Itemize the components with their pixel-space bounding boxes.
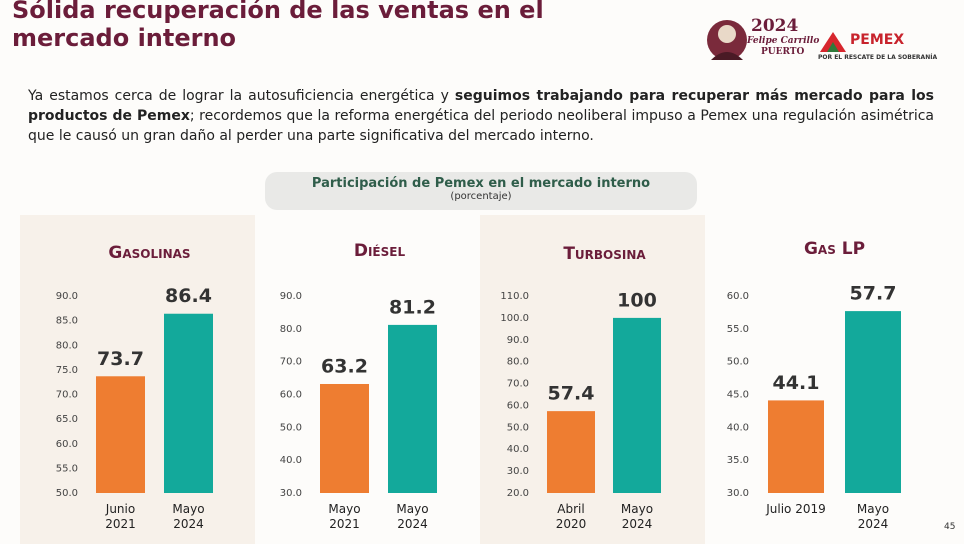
logo-year: 2024 [751, 16, 799, 36]
bar [96, 376, 145, 493]
y-tick-label: 50.0 [727, 357, 749, 368]
chart-title: Gas LP [804, 239, 865, 259]
charts-header-subtitle: (porcentaje) [450, 191, 512, 202]
y-tick-label: 30.0 [507, 466, 529, 477]
value-label: 100 [617, 289, 657, 311]
intro-paragraph: Ya estamos cerca de lograr la autosufici… [28, 86, 934, 146]
value-label: 73.7 [97, 348, 144, 370]
y-tick-label: 30.0 [280, 488, 302, 499]
y-tick-label: 50.0 [280, 422, 302, 433]
y-tick-label: 80.0 [280, 324, 302, 335]
y-tick-label: 50.0 [56, 488, 78, 499]
logo-2024: 2024 Felipe Carrillo PUERTO [705, 14, 819, 68]
y-tick-label: 40.0 [507, 444, 529, 455]
pemex-icon [820, 32, 846, 52]
chart-title: Gasolinas [108, 243, 190, 263]
y-tick-label: 55.0 [727, 324, 749, 335]
logo-surname: PUERTO [761, 47, 805, 57]
y-tick-label: 70.0 [280, 357, 302, 368]
slide-title: Sólida recuperación de las ventas en el … [12, 0, 544, 52]
y-tick-label: 90.0 [280, 291, 302, 302]
x-tick-label: Mayo 2024 [856, 502, 890, 531]
x-tick-label: Mayo 2021 [328, 502, 361, 531]
bold-text: seguimos trabajando para recuperar más m… [28, 88, 934, 124]
logo-name: Felipe Carrillo [747, 36, 820, 46]
text: Ya estamos cerca de lograr la autosufici… [28, 88, 455, 104]
x-tick-label: Mayo 2024 [620, 502, 654, 531]
chart-title: Diésel [354, 241, 406, 261]
x-tick-label: Junio 2021 [105, 502, 136, 531]
y-tick-label: 80.0 [56, 340, 78, 351]
y-tick-label: 45.0 [727, 390, 749, 401]
logo-pemex: PEMEX POR EL RESCATE DE LA SOBERANÍA [818, 26, 938, 66]
charts-header-title: Participación de Pemex en el mercado int… [311, 176, 651, 191]
text: ; recordemos que la reforma energética d… [28, 108, 934, 144]
y-tick-label: 30.0 [727, 488, 749, 499]
value-label: 44.1 [773, 372, 820, 394]
value-label: 57.7 [850, 283, 897, 305]
y-tick-label: 90.0 [507, 335, 529, 346]
y-tick-label: 110.0 [500, 291, 529, 302]
bar [547, 411, 595, 493]
y-tick-label: 70.0 [507, 379, 529, 390]
x-tick-label: Mayo 2024 [396, 502, 429, 531]
y-tick-label: 70.0 [56, 390, 78, 401]
pemex-slogan: POR EL RESCATE DE LA SOBERANÍA [818, 54, 938, 61]
y-tick-label: 60.0 [280, 390, 302, 401]
x-tick-label: Julio 2019 [766, 502, 826, 516]
y-tick-label: 100.0 [500, 313, 529, 324]
pemex-name: PEMEX [850, 32, 905, 48]
x-tick-label: Mayo 2024 [172, 502, 205, 531]
y-tick-label: 55.0 [56, 463, 78, 474]
charts-header: Participación de Pemex en el mercado int… [265, 172, 697, 210]
value-label: 81.2 [389, 296, 436, 318]
y-tick-label: 85.0 [56, 316, 78, 327]
page-number: 45 [944, 522, 956, 532]
y-tick-label: 40.0 [280, 455, 302, 466]
bar [845, 311, 901, 493]
value-label: 57.4 [548, 383, 595, 405]
y-tick-label: 20.0 [507, 488, 529, 499]
bar [320, 383, 369, 493]
y-tick-label: 60.0 [507, 400, 529, 411]
y-tick-label: 80.0 [507, 357, 529, 368]
y-tick-label: 40.0 [727, 422, 749, 433]
value-label: 63.2 [321, 355, 368, 377]
y-tick-label: 65.0 [56, 414, 78, 425]
logo-art [707, 20, 747, 60]
x-tick-label: Abril 2020 [555, 502, 587, 531]
value-label: 86.4 [165, 285, 212, 307]
bar [768, 400, 824, 493]
bar [164, 313, 213, 493]
bar [613, 317, 661, 493]
y-tick-label: 35.0 [727, 455, 749, 466]
y-tick-label: 50.0 [507, 422, 529, 433]
bar [388, 324, 437, 493]
y-tick-label: 60.0 [727, 291, 749, 302]
chart-title: Turbosina [563, 244, 646, 264]
y-tick-label: 75.0 [56, 365, 78, 376]
y-tick-label: 90.0 [56, 291, 78, 302]
y-tick-label: 60.0 [56, 439, 78, 450]
